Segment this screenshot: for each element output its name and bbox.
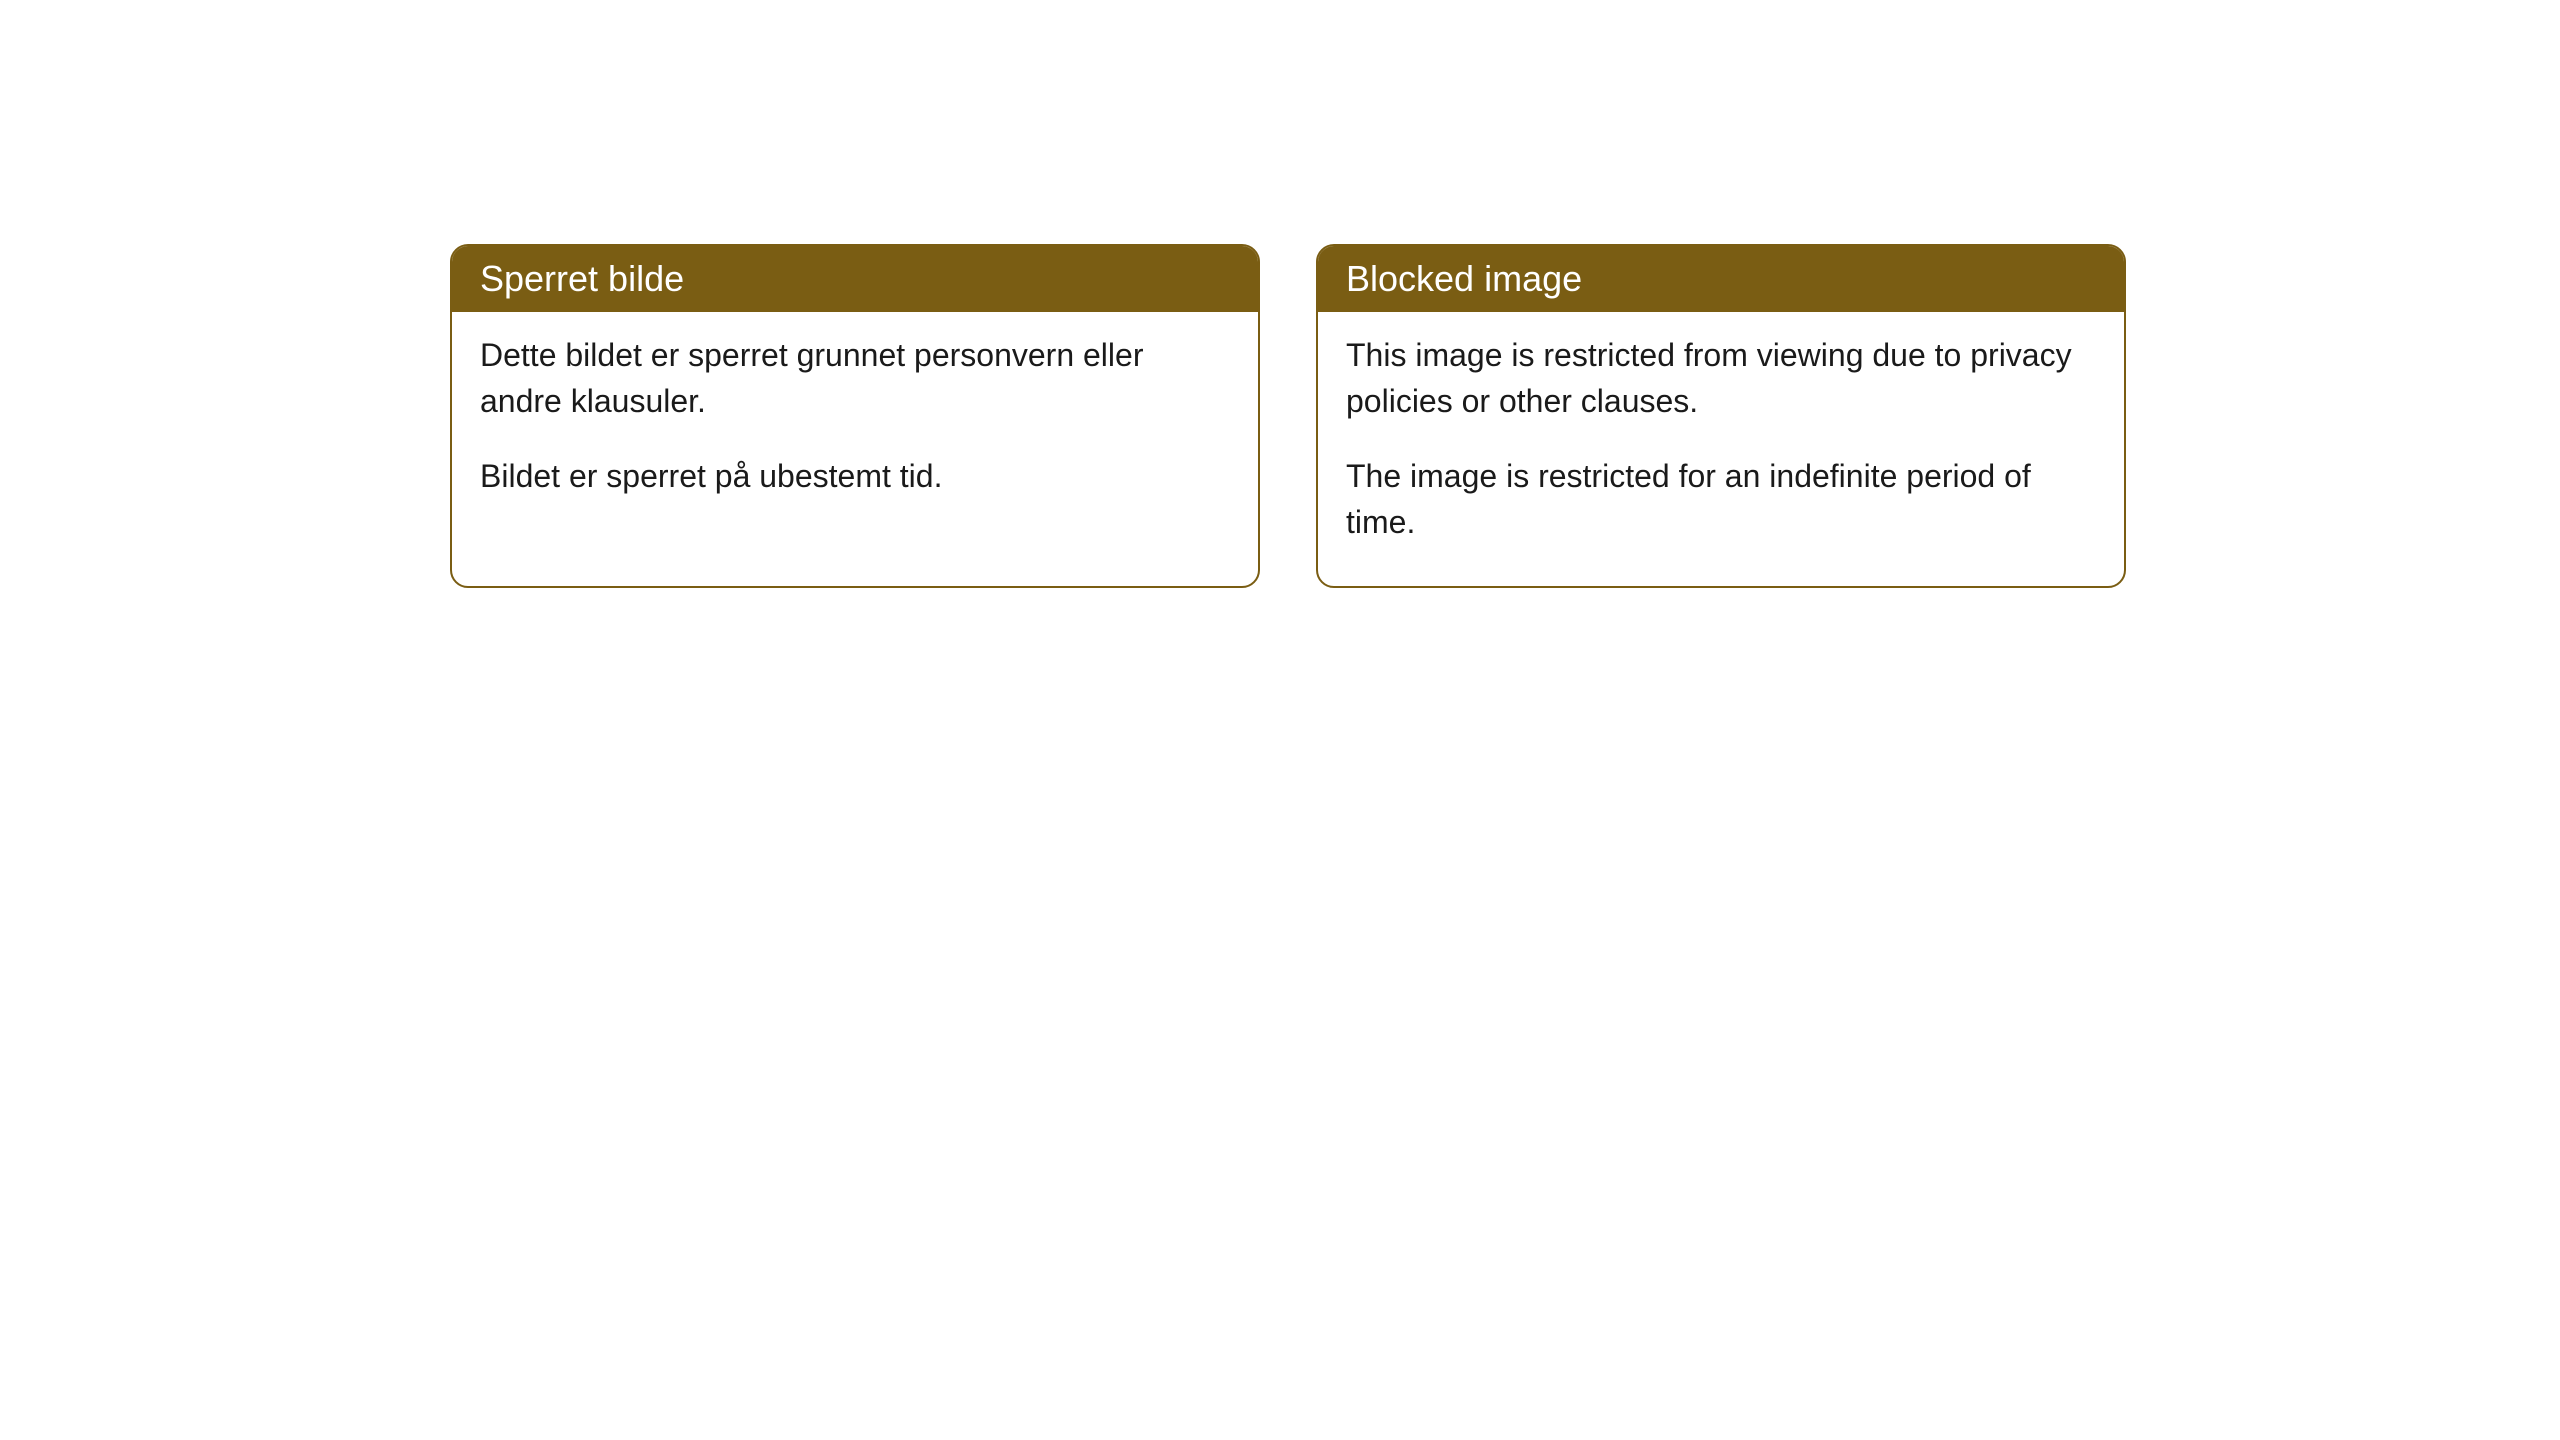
card-paragraph: Bildet er sperret på ubestemt tid.	[480, 453, 1230, 499]
card-paragraph: Dette bildet er sperret grunnet personve…	[480, 332, 1230, 425]
card-header: Sperret bilde	[452, 246, 1258, 312]
blocked-image-card-norwegian: Sperret bilde Dette bildet er sperret gr…	[450, 244, 1260, 588]
card-header: Blocked image	[1318, 246, 2124, 312]
card-body: This image is restricted from viewing du…	[1318, 312, 2124, 586]
card-body: Dette bildet er sperret grunnet personve…	[452, 312, 1258, 539]
card-paragraph: The image is restricted for an indefinit…	[1346, 453, 2096, 546]
blocked-image-card-english: Blocked image This image is restricted f…	[1316, 244, 2126, 588]
card-paragraph: This image is restricted from viewing du…	[1346, 332, 2096, 425]
card-container: Sperret bilde Dette bildet er sperret gr…	[0, 0, 2560, 588]
